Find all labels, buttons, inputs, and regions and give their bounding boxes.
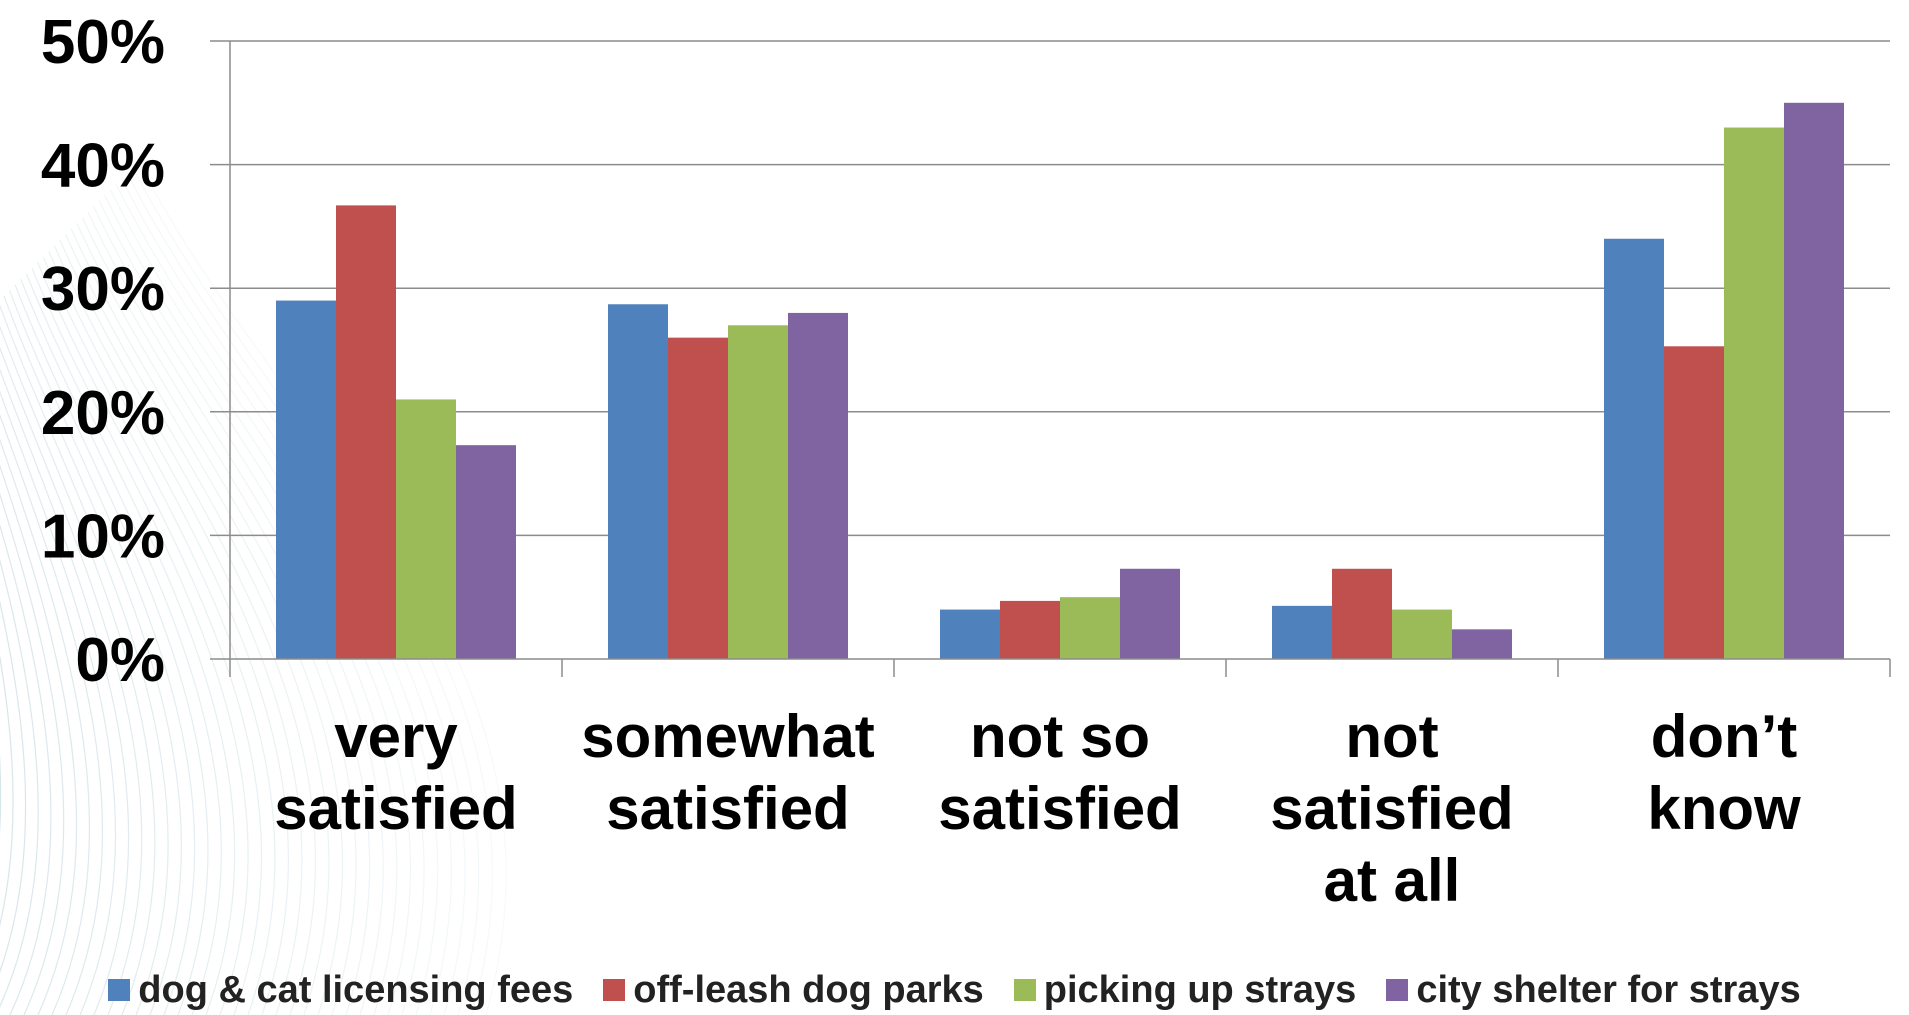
- y-axis: 0% 10% 20% 30% 40% 50%: [41, 8, 231, 695]
- x-tick-label: satisfied: [274, 775, 517, 842]
- y-tick-label: 30%: [41, 255, 165, 324]
- y-tick-label: 20%: [41, 379, 165, 448]
- legend-item: dog & cat licensing fees: [108, 969, 573, 1012]
- bar: [396, 399, 456, 659]
- background-wave-line: [70, 228, 344, 1015]
- bar: [1724, 127, 1784, 659]
- background-wave-line: [48, 250, 289, 1015]
- bar: [276, 300, 336, 659]
- legend-swatch: [1013, 979, 1036, 1001]
- background-wave-line: [53, 245, 303, 1015]
- x-tick-label: know: [1647, 775, 1801, 842]
- bar: [1664, 346, 1724, 659]
- background-wave-line: [0, 492, 65, 1015]
- x-tick-label: don’t: [1651, 703, 1798, 770]
- background-wave-line: [0, 346, 143, 1015]
- y-tick-label: 10%: [41, 502, 165, 571]
- background-wave-line: [3, 295, 182, 1015]
- x-tick-label: somewhat: [581, 703, 874, 770]
- x-tick-label: satisfied: [606, 775, 849, 842]
- background-wave-line: [0, 304, 169, 1015]
- background-wave-line: [0, 558, 39, 1008]
- background-wave-line: [31, 267, 249, 1015]
- background-wave-line: [0, 464, 78, 1015]
- y-tick-label: 40%: [41, 132, 165, 201]
- background-wave-line: [0, 523, 52, 1015]
- background-wave-line: [0, 368, 130, 1015]
- background-wave-line: [25, 273, 236, 1015]
- background-wave-line: [37, 262, 263, 1015]
- x-tick-label: not: [1345, 703, 1438, 770]
- bar: [1332, 568, 1392, 659]
- background-wave-line: [0, 390, 117, 1015]
- legend-label: off-leash dog parks: [633, 968, 984, 1011]
- legend: dog & cat licensing fees off-leash dog pa…: [0, 968, 1909, 1012]
- legend-label: picking up strays: [1043, 968, 1357, 1011]
- x-tick-label: satisfied: [1270, 775, 1513, 842]
- bar: [1120, 568, 1180, 659]
- background-wave-line: [0, 654, 14, 927]
- legend-item: city shelter for strays: [1386, 968, 1801, 1012]
- background-wave-line: [14, 284, 209, 1015]
- bar: [1272, 605, 1332, 659]
- background-wave-line: [0, 600, 27, 973]
- bar: [1000, 600, 1060, 659]
- bar: [1060, 597, 1120, 659]
- background-wave-line: [0, 414, 104, 1015]
- legend-label: city shelter for strays: [1416, 968, 1801, 1011]
- bar: [668, 337, 728, 659]
- legend-swatch: [603, 979, 626, 1001]
- y-tick-label: 0%: [75, 626, 165, 695]
- background-wave-line: [9, 290, 196, 1015]
- y-tick-label: 50%: [41, 8, 165, 77]
- bar: [1452, 629, 1512, 659]
- bar: [336, 205, 396, 659]
- bar: [728, 325, 788, 659]
- bar: [608, 304, 668, 659]
- legend-item: picking up strays: [1013, 968, 1357, 1012]
- legend-swatch: [1386, 979, 1409, 1001]
- x-tick-label: satisfied: [938, 775, 1181, 842]
- bar: [1784, 102, 1844, 660]
- background-wave-line: [59, 239, 316, 1015]
- bar: [456, 445, 516, 659]
- x-tick-label: not so: [970, 703, 1150, 770]
- background-wave-line: [0, 325, 156, 1015]
- background-wave-line: [42, 256, 276, 1015]
- x-tick-label: very: [334, 703, 458, 770]
- legend-item: off-leash dog parks: [603, 969, 984, 1012]
- bar: [1392, 609, 1452, 659]
- background-wave-line: [20, 278, 222, 1015]
- bar: [1604, 238, 1664, 659]
- background-wave-line: [0, 438, 90, 1015]
- legend-swatch: [108, 979, 131, 1001]
- legend-label: dog & cat licensing fees: [138, 968, 574, 1011]
- bars: [276, 102, 1844, 660]
- bar: [940, 609, 1000, 659]
- x-tick-label: at all: [1324, 847, 1461, 914]
- background-wave-line: [65, 234, 330, 1015]
- bar: [788, 312, 848, 659]
